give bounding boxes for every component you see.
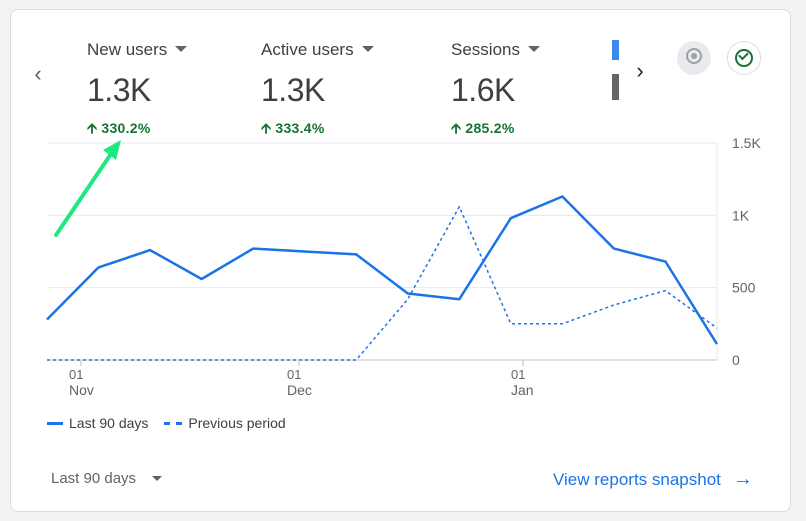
legend-swatch-solid — [47, 421, 63, 425]
annotation-arrow-head — [103, 140, 121, 160]
metric-label: Active users — [261, 40, 374, 60]
metric-value: 1.3K — [261, 72, 325, 108]
legend-item-previous: Previous period — [164, 415, 286, 431]
metric-value: 1.6K — [451, 72, 515, 108]
overview-card: ‹ New users 1.3K 🡩 330.2% Active users 1.… — [10, 9, 791, 512]
arrow-up-icon: 🡩 — [451, 120, 462, 136]
x-tick-day: 01 — [511, 367, 525, 382]
caret-down-icon — [175, 45, 188, 52]
check-circle-icon[interactable] — [727, 41, 761, 75]
metric-change: 🡩 330.2% — [87, 120, 151, 136]
metric-partial-label — [612, 40, 619, 60]
y-tick-label: 0 — [732, 352, 740, 368]
series-line-current — [46, 195, 719, 345]
caret-down-icon — [527, 45, 540, 52]
metric-sessions[interactable]: Sessions 1.6K 🡩 285.2% — [451, 40, 540, 142]
x-tick-month: Dec — [287, 382, 312, 398]
x-tick-day: 01 — [69, 367, 83, 382]
metric-change: 🡩 333.4% — [261, 120, 325, 136]
metric-label: Sessions — [451, 40, 540, 60]
y-tick-label: 1K — [732, 207, 750, 223]
series-line-previous — [47, 205, 718, 361]
medal-icon[interactable] — [677, 41, 711, 75]
x-tick-month: Nov — [69, 382, 94, 398]
x-tick-month: Jan — [511, 382, 534, 398]
date-range-label: Last 90 days — [51, 470, 137, 487]
arrow-up-icon: 🡩 — [261, 120, 272, 136]
date-range-select[interactable]: Last 90 days — [51, 470, 163, 487]
x-tick-day: 01 — [287, 367, 301, 382]
metric-active-users[interactable]: Active users 1.3K 🡩 333.4% — [261, 40, 374, 142]
caret-down-icon — [361, 45, 374, 52]
chevron-left-icon[interactable]: ‹ — [34, 61, 42, 86]
metric-value: 1.3K — [87, 72, 151, 108]
arrow-right-icon: → — [732, 468, 753, 490]
metric-new-users[interactable]: New users 1.3K 🡩 330.2% — [87, 40, 188, 142]
metric-label: New users — [87, 40, 188, 60]
annotation-arrow-shaft — [54, 146, 117, 237]
legend-item-current: Last 90 days — [47, 415, 148, 431]
legend-label: Last 90 days — [69, 415, 149, 431]
arrow-up-icon: 🡩 — [87, 120, 98, 136]
metric-partial-value — [612, 74, 619, 100]
view-reports-snapshot-link[interactable]: View reports snapshot → — [553, 468, 753, 491]
chart-legend: Last 90 days Previous period — [47, 415, 302, 431]
snapshot-label: View reports snapshot — [553, 469, 721, 489]
legend-swatch-dashed — [164, 421, 183, 425]
caret-down-icon — [152, 476, 163, 481]
metric-next-partial[interactable] — [612, 40, 619, 100]
legend-label: Previous period — [188, 415, 286, 431]
y-tick-label: 1.5K — [732, 135, 761, 151]
metric-change: 🡩 285.2% — [451, 120, 515, 136]
y-tick-label: 500 — [732, 280, 756, 296]
chevron-right-icon[interactable]: › — [636, 58, 644, 83]
